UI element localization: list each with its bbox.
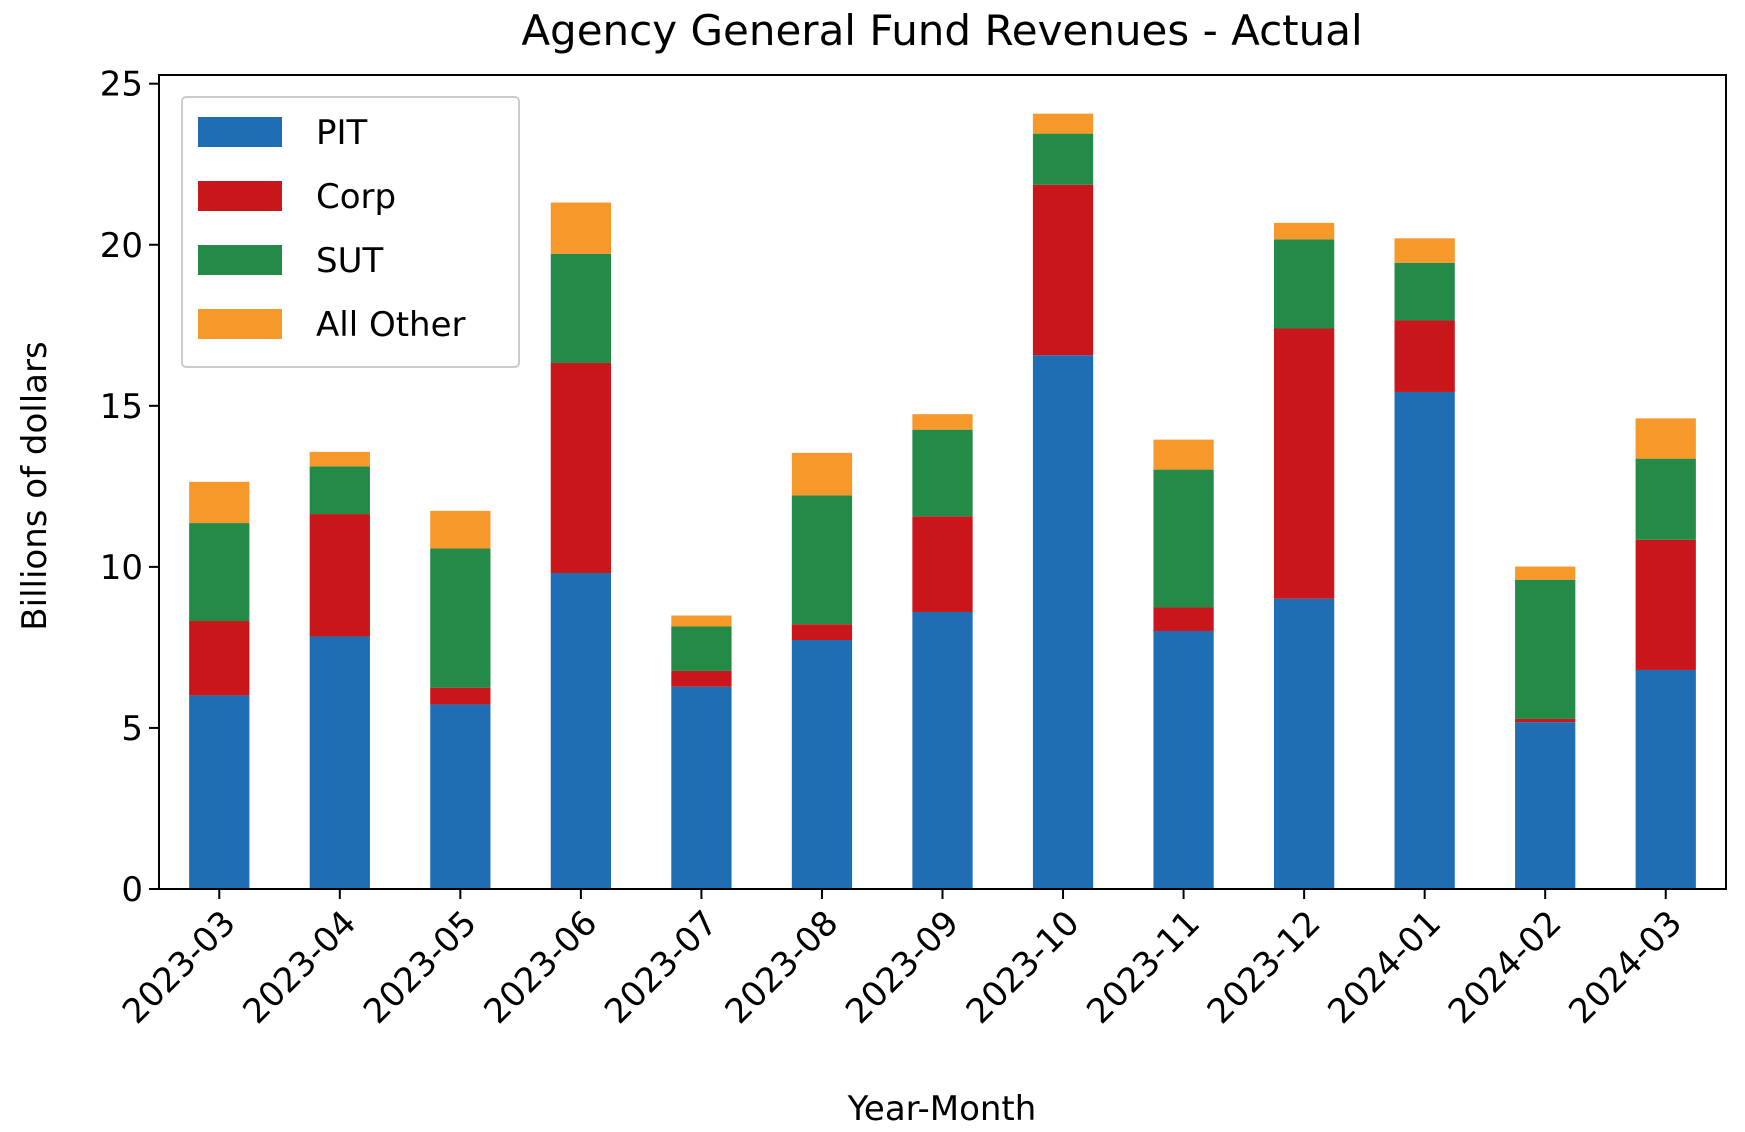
legend-box [181,96,520,368]
plot-frame [158,74,1727,890]
x-tick-label: 2023-09 [838,903,967,1032]
legend-label: All Other [316,305,466,345]
bar-segment [671,626,732,671]
bar-segment [189,523,250,621]
bar-segment [1515,566,1576,580]
x-tick-label: 2023-08 [718,903,847,1032]
bar-segment [671,670,732,687]
bar-segment [430,510,491,549]
bar-segment [1273,239,1335,329]
bar-segment [1635,669,1696,889]
bar-segment [1153,469,1214,608]
bar-segment [550,253,612,363]
bar-segment [791,640,853,889]
bar-segment [189,481,250,524]
bar-segment [1153,607,1214,631]
bar-segment [309,466,370,515]
bar-segment [671,615,732,627]
legend-label: PIT [316,113,368,153]
bar-segment [912,516,973,612]
bar-segment [912,414,973,430]
y-tick-label: 0 [121,870,143,910]
bar-segment [189,620,250,696]
chart-title: Agency General Fund Revenues - Actual [521,6,1362,55]
bar-segment [912,611,973,889]
bar-segment [912,429,973,517]
x-tick-label: 2023-07 [597,903,726,1032]
bar-segment [1635,458,1696,540]
x-axis-label: Year-Month [847,1089,1037,1129]
bar-segment [791,495,853,625]
bar-segment [1394,320,1455,392]
x-tick-label: 2024-01 [1320,903,1449,1032]
x-tick-label: 2024-03 [1561,903,1690,1032]
bar-segment [1515,718,1576,723]
bar-segment [1394,262,1455,321]
bar-segment [189,695,250,889]
bar-segment [1032,133,1094,185]
bar-segment [430,687,491,705]
bar-segment [550,572,612,889]
bar-segment [1273,328,1335,599]
y-tick-label: 25 [100,65,143,105]
legend-swatch [198,181,282,211]
bar-segment [1273,222,1335,240]
bar-segment [1032,113,1094,134]
bar-segment [430,548,491,688]
bar-segment [309,451,370,467]
y-tick-label: 5 [121,709,143,749]
bar-segment [309,514,370,637]
bar-segment [1394,391,1455,889]
bar-segment [1153,439,1214,470]
legend-swatch [198,245,282,275]
bar-segment [1515,722,1576,889]
bar-segment [1153,630,1214,889]
legend-label: Corp [316,177,396,217]
x-tick-label: 2023-03 [115,903,244,1032]
bar-segment [1515,579,1576,719]
x-tick-label: 2023-05 [356,903,485,1032]
x-tick-label: 2023-04 [235,903,364,1032]
y-tick-label: 20 [100,226,143,266]
legend-swatch [198,309,282,339]
bar-segment [550,362,612,573]
bar-segment [1273,598,1335,889]
bar-segment [430,704,491,889]
legend-swatch [198,117,282,147]
y-axis-label: Billions of dollars [15,341,55,630]
x-tick-label: 2024-02 [1441,903,1570,1032]
x-tick-label: 2023-11 [1079,903,1208,1032]
y-tick-label: 15 [100,387,143,427]
legend-label: SUT [316,241,383,281]
x-tick-label: 2023-10 [959,903,1088,1032]
bar-segment [550,202,612,254]
y-tick-label: 10 [100,548,143,588]
x-tick-label: 2023-06 [477,903,606,1032]
x-tick-label: 2023-12 [1200,903,1329,1032]
bar-segment [791,452,853,496]
bar-segment [1032,355,1094,889]
bar-segment [309,636,370,889]
bar-segment [671,686,732,889]
bar-segment [1032,184,1094,356]
bar-segment [1394,238,1455,263]
bar-segment [791,624,853,641]
bar-segment [1635,418,1696,459]
bar-segment [1635,539,1696,670]
